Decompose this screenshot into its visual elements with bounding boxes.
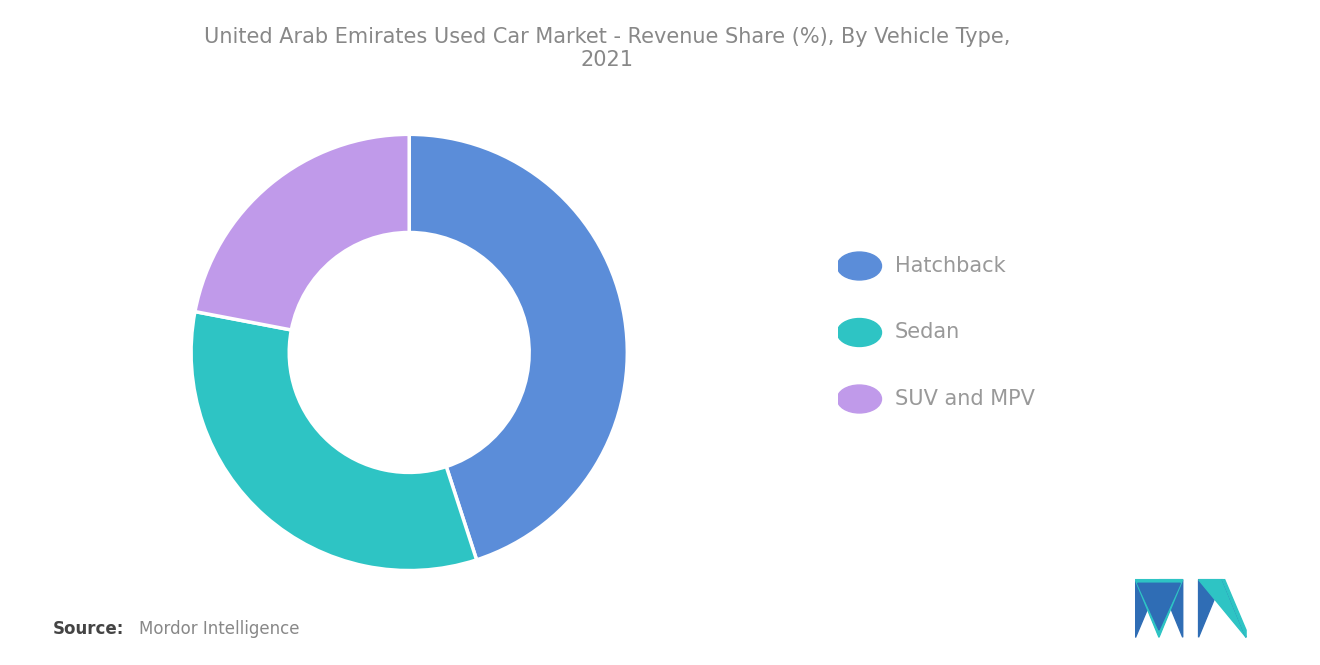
Text: Hatchback: Hatchback	[895, 256, 1006, 276]
Circle shape	[837, 385, 882, 413]
Text: Source:: Source:	[53, 620, 124, 638]
Polygon shape	[1222, 580, 1246, 637]
Polygon shape	[1222, 580, 1246, 637]
Polygon shape	[1159, 580, 1183, 637]
Polygon shape	[1199, 580, 1222, 637]
Polygon shape	[1199, 580, 1246, 637]
Wedge shape	[409, 134, 627, 560]
Text: Mordor Intelligence: Mordor Intelligence	[139, 620, 300, 638]
Circle shape	[837, 319, 882, 346]
Polygon shape	[1135, 580, 1183, 637]
Circle shape	[837, 252, 882, 280]
Polygon shape	[1138, 583, 1180, 630]
Text: United Arab Emirates Used Car Market - Revenue Share (%), By Vehicle Type,
2021: United Arab Emirates Used Car Market - R…	[205, 27, 1010, 70]
Wedge shape	[191, 312, 477, 571]
Text: SUV and MPV: SUV and MPV	[895, 389, 1035, 409]
Polygon shape	[1159, 580, 1183, 637]
Polygon shape	[1135, 580, 1159, 637]
Text: Sedan: Sedan	[895, 323, 960, 342]
Wedge shape	[195, 134, 409, 330]
Polygon shape	[1135, 580, 1159, 637]
Polygon shape	[1135, 580, 1183, 637]
